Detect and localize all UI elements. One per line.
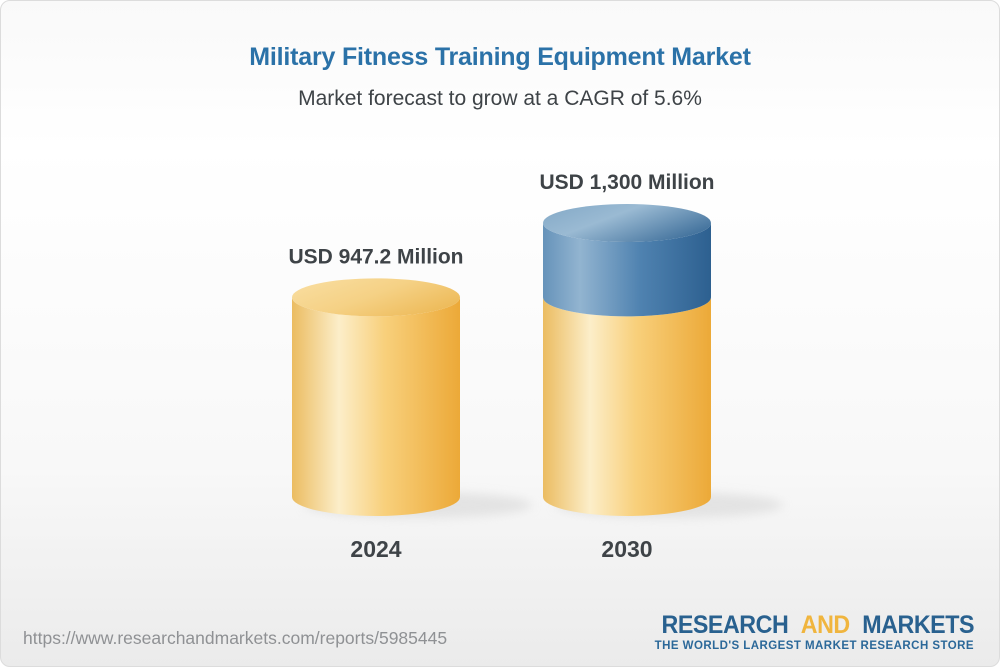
logo-tagline: THE WORLD'S LARGEST MARKET RESEARCH STOR… [654,640,974,652]
page-subtitle: Market forecast to grow at a CAGR of 5.6… [298,87,702,110]
logo-wordmark: RESEARCH AND MARKETS [661,610,975,639]
logo-word-and: AND [800,610,850,639]
page-title: Military Fitness Training Equipment Mark… [249,43,751,71]
bar-segment-growth [543,223,711,317]
cylinder-top [292,278,460,317]
logo-word-research: RESEARCH [661,610,789,639]
bar-segment-base [543,297,711,516]
brand-logo[interactable]: RESEARCH AND MARKETS THE WORLD'S LARGEST… [638,610,975,652]
bar-segment-base [292,297,460,516]
bar-category-label: 2024 [350,536,401,562]
bar-value-label: USD 947.2 Million [288,245,463,268]
bar-value-label: USD 1,300 Million [539,171,714,194]
logo-word-markets: MARKETS [862,610,974,639]
cylinder-top [543,204,711,242]
report-url-link[interactable]: https://www.researchandmarkets.com/repor… [23,628,448,648]
bar-category-label: 2030 [601,536,652,562]
